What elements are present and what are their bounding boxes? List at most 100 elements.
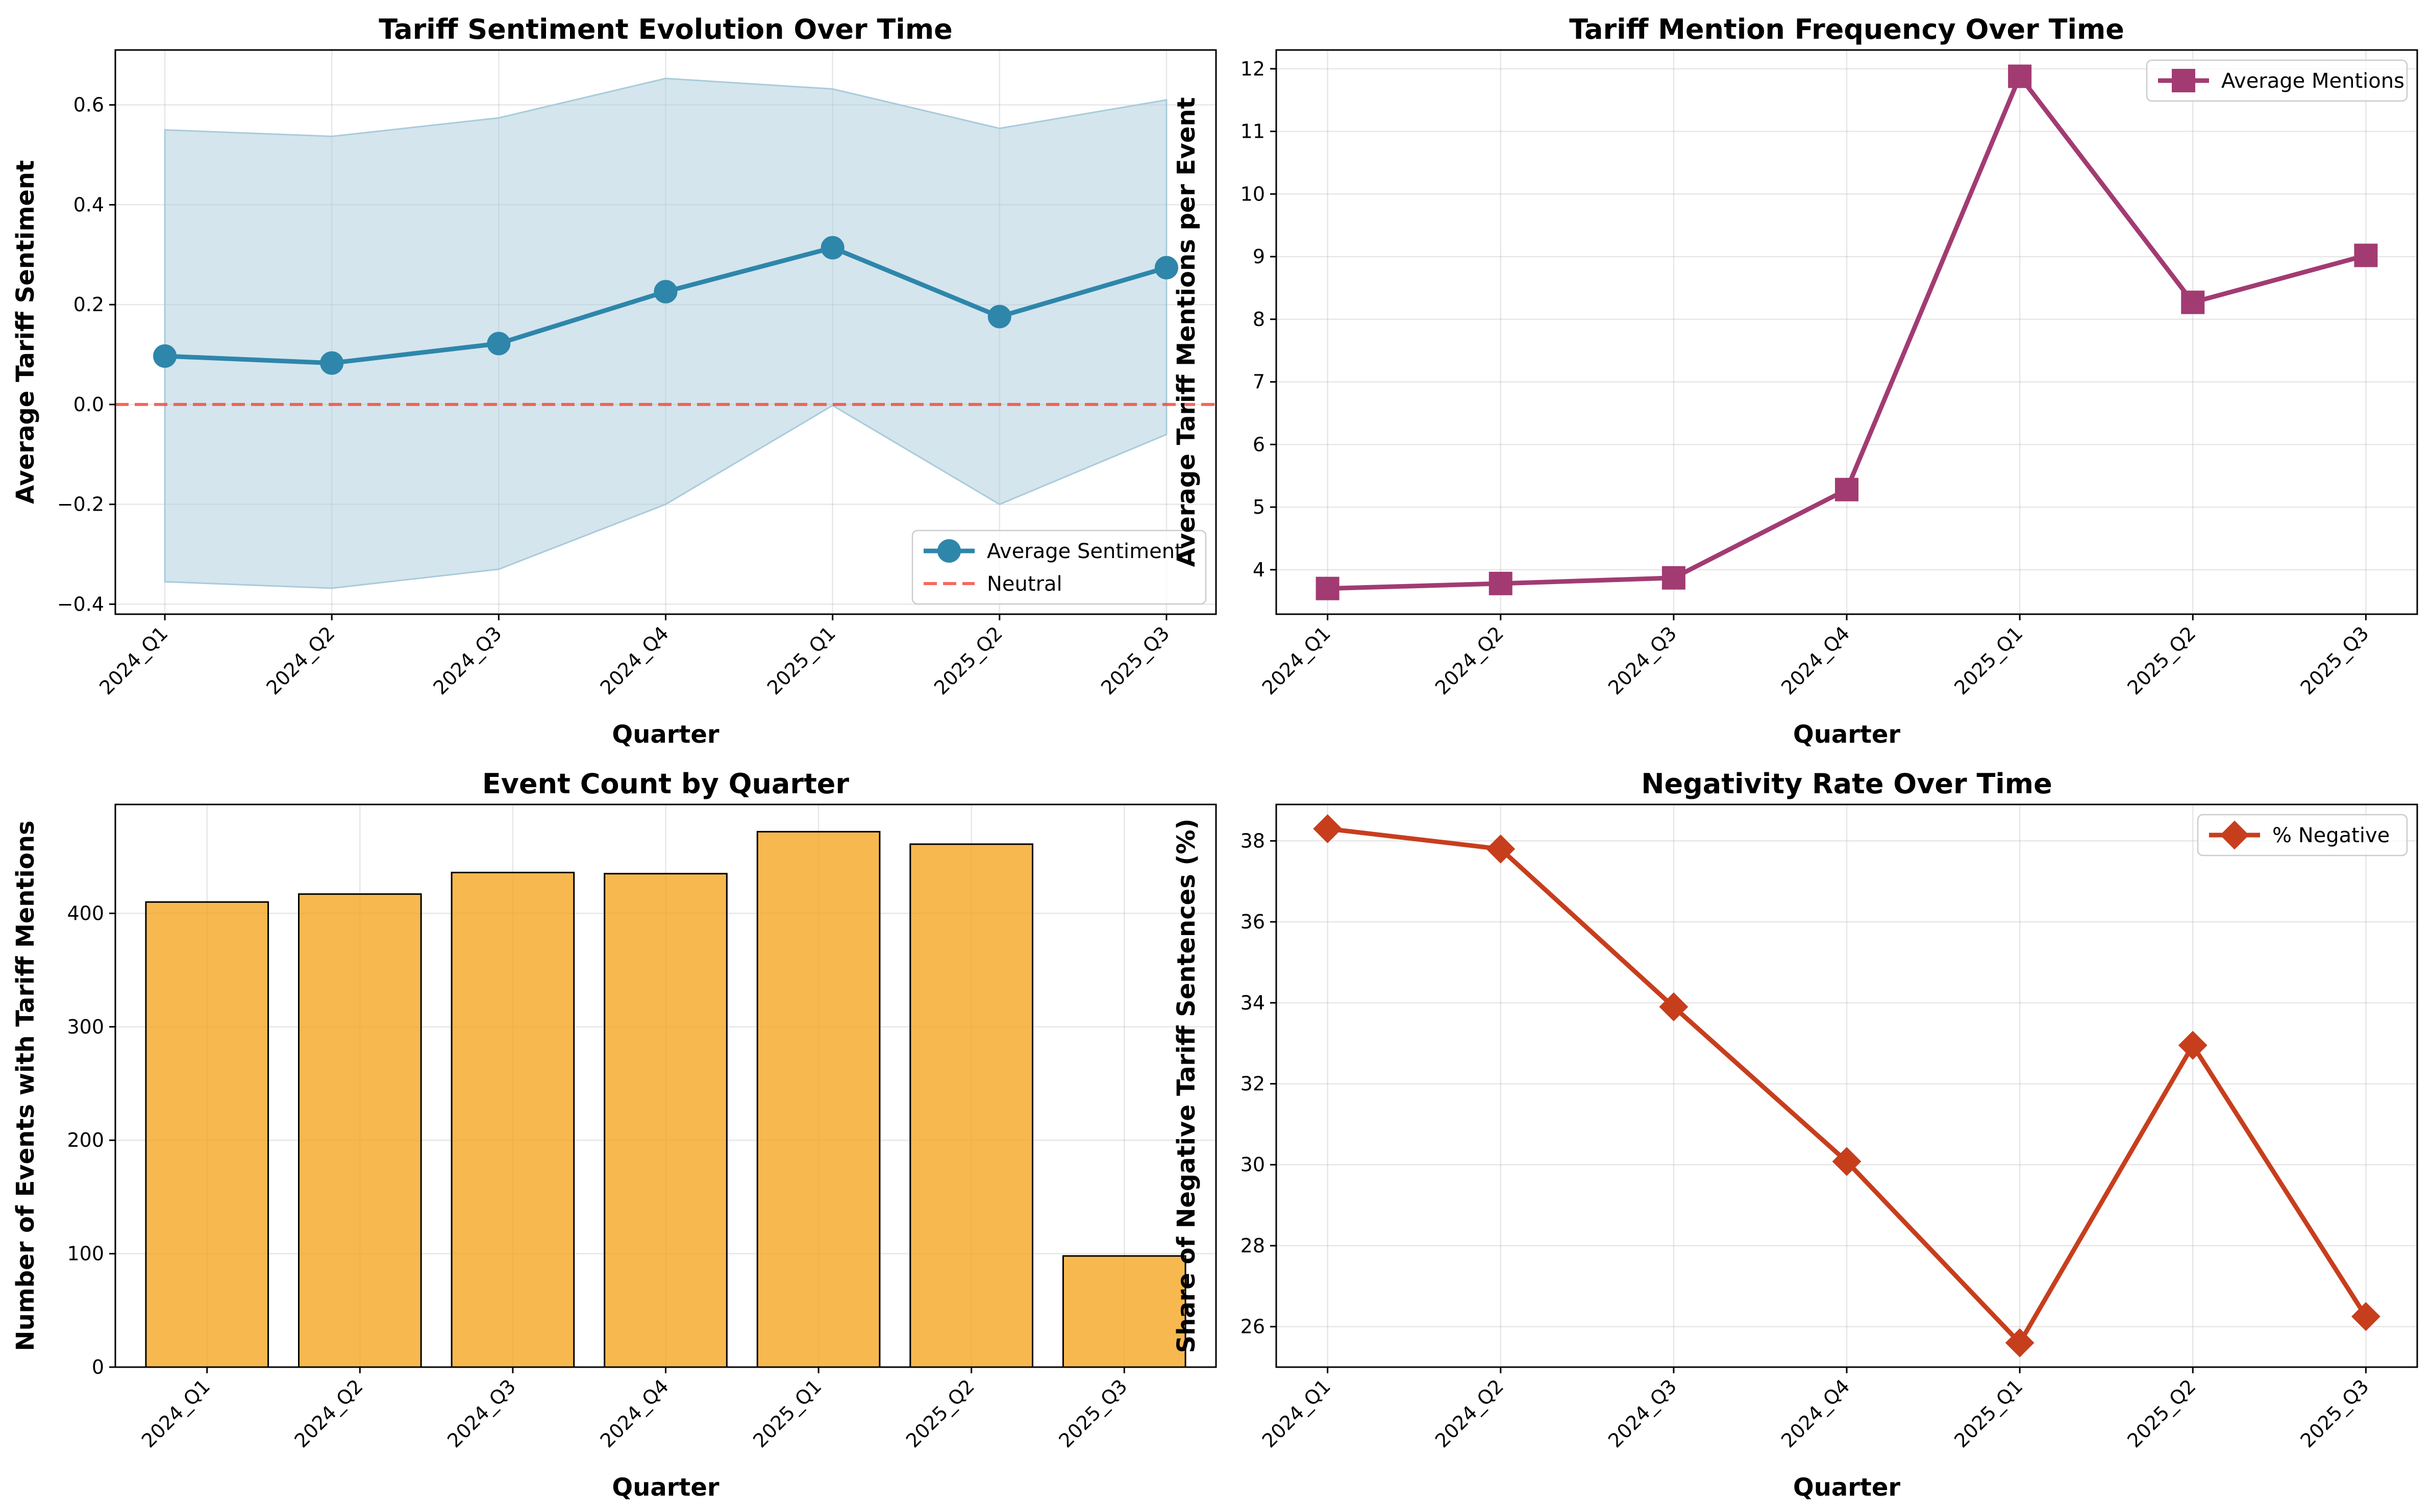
y-tick-label: 26 xyxy=(1241,1316,1265,1338)
chart-title: Tariff Mention Frequency Over Time xyxy=(1569,13,2124,45)
x-axis-label: Quarter xyxy=(1793,720,1901,749)
chart-panel-sentiment: −0.4 −0.2 0.0 0.2 0.4 0.6 2024_Q1 2024_Q2 2024_Q… xyxy=(11,13,1217,749)
legend: Average Sentiment Neutral xyxy=(911,530,1207,605)
x-tick-label: 2025_Q1 xyxy=(1950,1375,2027,1452)
y-tick-label: 9 xyxy=(1253,245,1265,268)
y-tick-label: 34 xyxy=(1241,992,1265,1014)
x-tick-label: 2024_Q2 xyxy=(1431,1375,1508,1452)
y-tick-label: 0.6 xyxy=(73,94,104,116)
data-point-2024_Q3 xyxy=(1661,566,1685,590)
data-point-2024_Q2 xyxy=(1486,834,1516,864)
data-point-2025_Q2 xyxy=(987,305,1011,329)
y-tick-label: 4 xyxy=(1253,559,1265,581)
x-axis-label: Quarter xyxy=(1793,1473,1901,1502)
bar-2024_Q1 xyxy=(145,901,269,1368)
data-point-2025_Q1 xyxy=(821,236,845,260)
chart-title: Event Count by Quarter xyxy=(482,768,850,800)
legend-swatch-marker xyxy=(2172,69,2195,92)
x-tick-label: 2025_Q2 xyxy=(902,1375,979,1452)
x-tick-label: 2025_Q2 xyxy=(2123,622,2200,699)
data-point-2025_Q3 xyxy=(1154,256,1178,280)
y-tick-label: 0 xyxy=(92,1356,104,1378)
y-tick-label: 32 xyxy=(1241,1073,1265,1095)
y-axis-label: Average Tariff Mentions per Event xyxy=(1172,97,1201,567)
y-tick-label: 12 xyxy=(1241,58,1265,80)
x-tick-label: 2025_Q3 xyxy=(2296,1375,2373,1452)
bar-2024_Q3 xyxy=(451,871,575,1368)
chart-title: Tariff Sentiment Evolution Over Time xyxy=(379,13,952,45)
x-tick-label: 2024_Q2 xyxy=(1431,622,1508,699)
x-tick-label: 2024_Q1 xyxy=(137,1375,214,1452)
legend-label: % Negative xyxy=(2272,824,2390,847)
x-tick-label: 2024_Q3 xyxy=(1604,622,1681,699)
y-axis-label: Average Tariff Sentiment xyxy=(11,160,40,504)
x-tick-label: 2025_Q3 xyxy=(1054,1375,1131,1452)
x-tick-label: 2024_Q2 xyxy=(290,1375,367,1452)
x-tick-label: 2024_Q3 xyxy=(429,622,506,699)
chart-title: Negativity Rate Over Time xyxy=(1641,768,2052,800)
legend-label: Neutral xyxy=(987,572,1062,596)
legend-swatch-marker xyxy=(937,539,961,563)
x-tick-label: 2025_Q2 xyxy=(2123,1375,2200,1452)
y-axis-label: Share of Negative Tariff Sentences (%) xyxy=(1172,819,1201,1353)
y-tick-label: 7 xyxy=(1253,371,1265,393)
x-tick-label: 2024_Q3 xyxy=(443,1375,520,1452)
x-tick-label: 2024_Q1 xyxy=(1258,1375,1335,1452)
x-tick-label: 2025_Q1 xyxy=(763,622,840,699)
confidence-band xyxy=(164,78,1168,589)
y-tick-label: 300 xyxy=(67,1016,104,1038)
data-point-2025_Q2 xyxy=(2181,290,2205,314)
chart-panel-events: 0 100 200 300 400 2024_Q1 2024_Q2 2024_Q3 2024_Q… xyxy=(11,768,1217,1502)
chart-panel-mentions: 4 5 6 7 8 9 10 11 12 2024_Q1 2024_Q2 2024_Q3 2024_Q4… xyxy=(1172,13,2418,749)
x-tick-label: 2025_Q3 xyxy=(2296,622,2373,699)
y-tick-label: 28 xyxy=(1241,1234,1265,1257)
data-point-2024_Q3 xyxy=(1659,992,1689,1022)
bar-2025_Q2 xyxy=(909,843,1034,1368)
legend-box xyxy=(911,530,1207,605)
y-tick-label: 0.4 xyxy=(73,193,104,216)
y-tick-label: 36 xyxy=(1241,911,1265,933)
chart-panel-negativity: 26 28 30 32 34 36 38 2024_Q1 2024_Q2 2024_Q3 2024_… xyxy=(1172,768,2418,1502)
y-tick-label: 100 xyxy=(67,1243,104,1265)
x-tick-label: 2024_Q2 xyxy=(262,622,339,699)
x-axis-label: Quarter xyxy=(612,1473,720,1502)
y-tick-label: −0.2 xyxy=(57,493,104,516)
legend-label: Average Sentiment xyxy=(987,540,1183,563)
y-tick-label: 6 xyxy=(1253,433,1265,456)
y-tick-label: 200 xyxy=(67,1129,104,1151)
bar-2024_Q4 xyxy=(604,873,728,1368)
y-tick-label: −0.4 xyxy=(57,593,104,615)
x-axis-label: Quarter xyxy=(612,720,720,749)
x-tick-label: 2024_Q4 xyxy=(596,1375,673,1452)
legend: Average Mentions xyxy=(2146,59,2408,102)
data-point-2024_Q4 xyxy=(654,280,678,304)
x-tick-label: 2025_Q1 xyxy=(749,1375,826,1452)
legend-box xyxy=(2146,59,2408,102)
x-tick-label: 2025_Q1 xyxy=(1950,622,2027,699)
data-point-2025_Q1 xyxy=(2008,64,2032,88)
data-point-2024_Q1 xyxy=(1313,814,1343,844)
data-point-2025_Q3 xyxy=(2351,1302,2380,1331)
data-point-2025_Q1 xyxy=(2005,1328,2035,1357)
x-tick-label: 2024_Q4 xyxy=(1777,622,1854,699)
x-tick-label: 2024_Q4 xyxy=(596,622,673,699)
y-tick-label: 5 xyxy=(1253,496,1265,518)
x-tick-label: 2025_Q3 xyxy=(1097,622,1174,699)
data-point-2024_Q4 xyxy=(1835,477,1858,501)
x-tick-label: 2024_Q4 xyxy=(1777,1375,1854,1452)
bar-2025_Q3 xyxy=(1062,1255,1186,1368)
y-tick-label: 10 xyxy=(1241,183,1265,205)
legend-box xyxy=(2197,814,2408,856)
y-tick-label: 11 xyxy=(1241,120,1265,143)
legend-swatch-marker xyxy=(2220,820,2249,850)
data-point-2024_Q2 xyxy=(320,351,344,375)
legend: % Negative xyxy=(2197,814,2408,856)
data-point-2024_Q1 xyxy=(1316,576,1339,600)
y-tick-label: 0.0 xyxy=(73,393,104,416)
x-tick-label: 2024_Q1 xyxy=(95,622,172,699)
y-tick-label: 0.2 xyxy=(73,293,104,316)
y-tick-label: 400 xyxy=(67,902,104,924)
bar-2024_Q2 xyxy=(298,893,422,1368)
data-point-2025_Q3 xyxy=(2354,243,2378,267)
